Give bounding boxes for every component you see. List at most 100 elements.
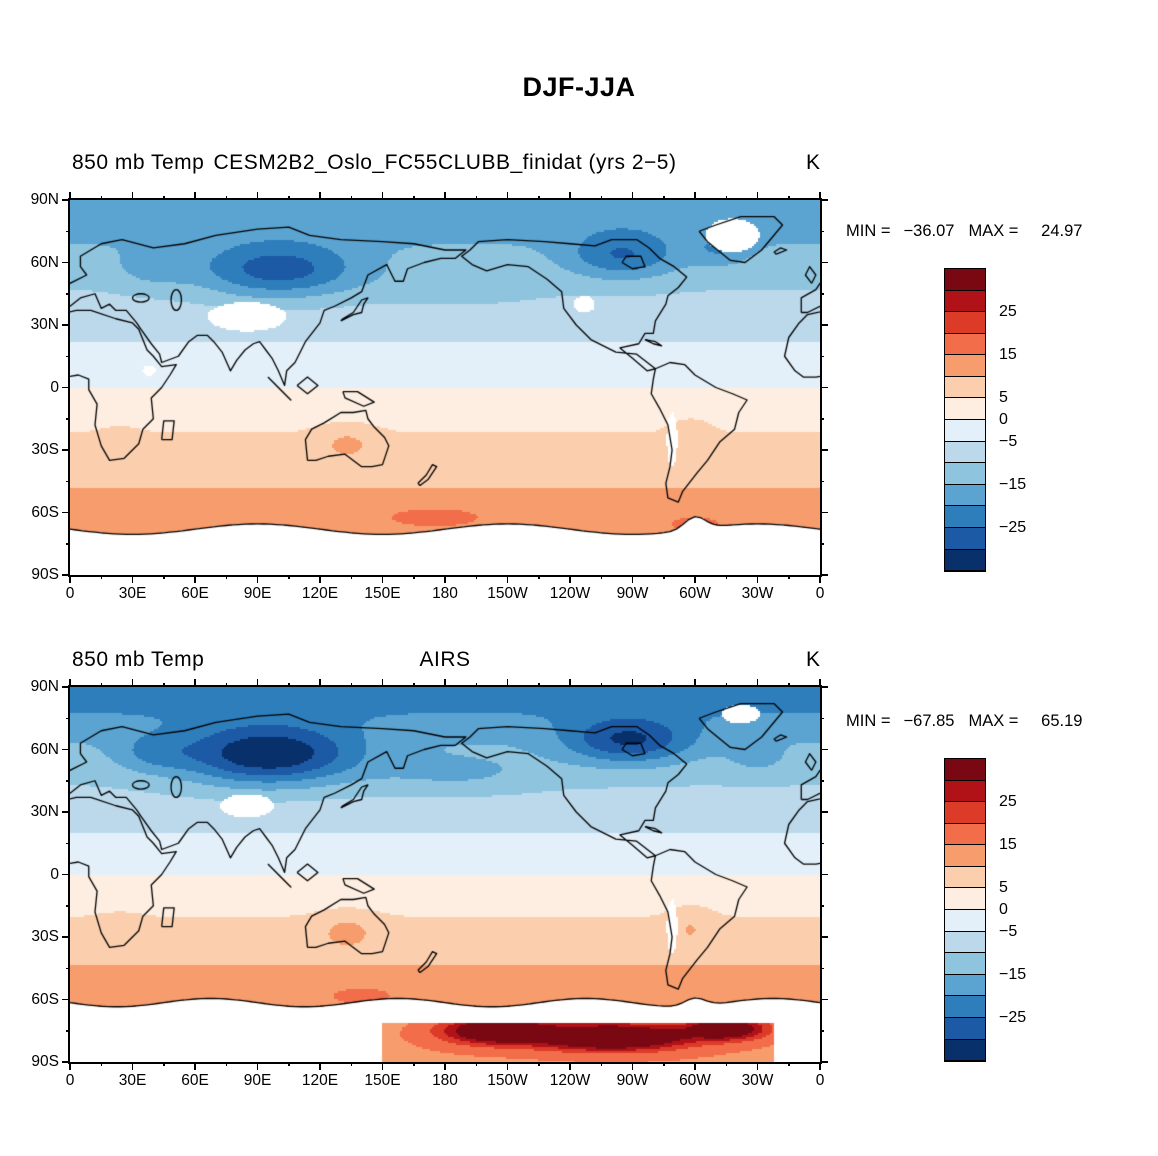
axis-tick [131,575,134,583]
axis-tick [475,683,477,687]
axis-tick [631,575,634,583]
lon-tick-label: 60E [181,1072,209,1089]
axis-tick [194,1062,196,1070]
axis-tick [444,192,446,200]
colorbar-cell [945,376,985,399]
lat-tick-label: 90S [31,1053,59,1070]
axis-tick [756,1062,759,1070]
axis-tick [100,683,102,687]
lon-tick-label: 180 [432,585,458,602]
axis-tick [62,936,70,938]
axis-tick [163,196,165,200]
colorbar-tick-label: −25 [999,1008,1027,1026]
colorbar-cell [945,549,985,572]
colorbar-cell [945,845,985,867]
lon-tick-label: 90E [243,585,272,602]
axis-tick [819,679,821,687]
axis-tick [820,230,824,232]
axis-tick [788,1062,790,1066]
axis-tick [350,575,352,579]
axis-tick [194,679,196,687]
axis-tick [694,575,696,583]
axis-tick [69,192,71,200]
axis-tick [413,683,415,687]
lat-tick-label: 0 [50,378,59,396]
axis-tick [319,1062,321,1070]
colorbar-cell [945,759,985,781]
axis-tick [413,1062,415,1066]
axis-tick [194,575,196,583]
panel1-max-value: 24.97 [1041,222,1083,240]
lon-tick-label: 120W [549,585,591,602]
colorbar-cell [945,1039,985,1062]
panel2-case-title: AIRS [419,648,471,671]
axis-tick [319,575,321,583]
colorbar-cell [945,269,985,291]
lon-tick-label: 120W [549,1072,591,1089]
axis-tick [820,717,824,719]
axis-tick [569,575,571,583]
panel2-minmax-stats: MIN = −67.85 MAX = 65.19 [846,712,1082,731]
lon-tick-label: 150W [487,1072,528,1089]
axis-tick [820,936,828,938]
lat-tick-label: 30N [30,316,59,333]
colorbar-cell [945,823,985,846]
panel1-min-label: MIN = [846,222,891,240]
axis-tick [820,842,824,844]
axis-tick [820,511,828,514]
lon-tick-label: 150E [364,585,401,602]
panel2-variable-title: 850 mb Temp [72,648,205,671]
panel1-max-label: MAX = [968,222,1019,240]
colorbar-cell [945,953,985,975]
axis-tick [538,1062,540,1066]
axis-tick [663,1062,665,1066]
axis-tick [820,355,824,357]
axis-tick [288,575,290,579]
axis-tick [506,575,509,583]
axis-tick [66,418,70,420]
axis-tick [66,543,70,545]
panel1-units-label: K [805,151,820,174]
axis-tick [225,1062,227,1066]
lon-tick-label: 60W [679,1072,711,1089]
axis-tick [66,967,70,969]
colorbar-tick-label: 0 [999,411,1008,428]
axis-tick [600,683,602,687]
axis-tick [69,575,71,583]
axis-tick [538,196,540,200]
colorbar-cell [945,996,985,1018]
axis-tick [820,873,828,876]
panel2-units-label: K [805,648,820,671]
axis-tick [820,324,828,326]
colorbar-cell [945,398,985,421]
axis-tick [288,1062,290,1066]
axis-tick [413,196,415,200]
axis-tick [163,683,165,687]
colorbar-cell [945,506,985,528]
axis-tick [725,575,727,579]
axis-tick [194,192,196,200]
colorbar-tick-label: 25 [999,303,1017,321]
panel2-map: 0 30E 60E 90E 120E 150E 180 150W 120W 90W 60W 30W 0 9… [31,678,828,1089]
panel1-minmax-stats: MIN = −36.07 MAX = 24.97 [846,222,1082,241]
axis-tick [663,196,665,200]
axis-tick [600,196,602,200]
axis-tick [820,293,824,295]
axis-tick [350,196,352,200]
axis-tick [820,1061,828,1063]
colorbar-cell [945,974,985,997]
axis-tick [631,679,634,687]
axis-tick [538,683,540,687]
axis-tick [819,192,821,200]
axis-tick [506,1062,509,1070]
axis-tick [256,1062,259,1070]
colorbar-tick-label: 15 [999,836,1017,854]
lat-tick-label: 30S [31,928,59,945]
colorbar-tick-label: 5 [999,879,1008,897]
axis-tick [62,686,70,688]
lat-tick-label: 60S [31,990,59,1008]
axis-tick [288,196,290,200]
axis-tick [131,192,134,200]
axis-tick [62,199,70,201]
